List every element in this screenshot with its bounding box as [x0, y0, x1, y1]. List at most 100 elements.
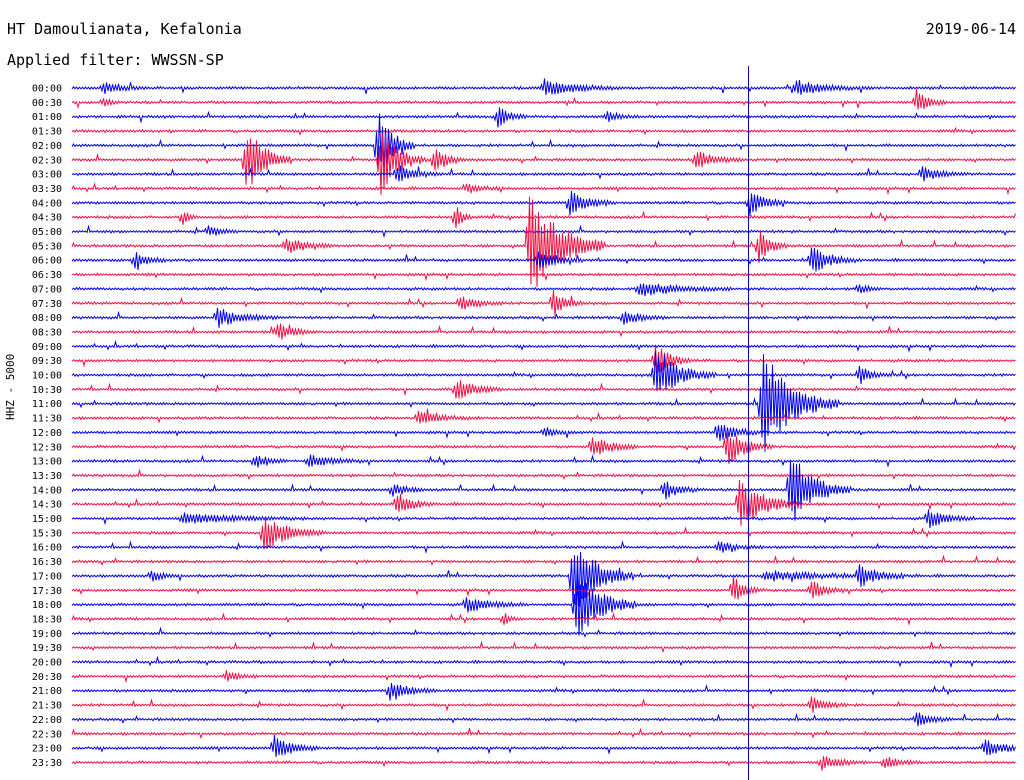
trace-row-1230: [71, 431, 1016, 464]
row-label-0300: 03:00: [32, 170, 62, 181]
row-label-1530: 15:30: [32, 528, 62, 539]
row-label-1730: 17:30: [32, 586, 62, 597]
row-label-2230: 22:30: [32, 729, 62, 740]
row-label-0430: 04:30: [32, 213, 62, 224]
trace-row-0530: [71, 196, 1016, 287]
trace-row-1500: [71, 509, 1016, 529]
row-label-1000: 10:00: [32, 371, 62, 382]
trace-row-2030: [71, 670, 1016, 684]
trace-row-0130: [71, 126, 1016, 136]
row-label-0730: 07:30: [32, 299, 62, 310]
trace-row-0630: [71, 272, 1016, 282]
row-label-2330: 23:30: [32, 758, 62, 769]
trace-row-1730: [71, 576, 1016, 600]
row-label-1630: 16:30: [32, 557, 62, 568]
trace-row-0000: [71, 78, 1016, 96]
trace-row-1330: [71, 468, 1016, 481]
trace-row-0030: [71, 88, 1016, 110]
trace-row-1430: [71, 479, 1016, 526]
row-label-1500: 15:00: [32, 514, 62, 525]
trace-row-1630: [71, 554, 1016, 566]
row-label-0800: 08:00: [32, 313, 62, 324]
trace-row-0930: [71, 345, 1016, 374]
trace-row-0700: [71, 283, 1016, 297]
trace-row-1800: [71, 573, 1016, 636]
trace-row-0730: [71, 289, 1016, 316]
row-label-0330: 03:30: [32, 184, 62, 195]
row-label-0830: 08:30: [32, 327, 62, 338]
trace-row-0330: [71, 182, 1016, 196]
row-label-0130: 01:30: [32, 127, 62, 138]
row-label-1800: 18:00: [32, 600, 62, 611]
trace-row-1300: [71, 454, 1016, 468]
trace-row-0900: [71, 340, 1016, 353]
row-label-0530: 05:30: [32, 241, 62, 252]
trace-row-1930: [71, 640, 1016, 654]
row-label-1330: 13:30: [32, 471, 62, 482]
filter-label: Applied filter: WWSSN-SP: [7, 51, 224, 69]
row-label-1900: 19:00: [32, 629, 62, 640]
trace-row-0200: [71, 113, 1016, 168]
trace-row-1830: [71, 612, 1016, 626]
trace-row-1200: [71, 424, 1016, 441]
row-label-0030: 00:30: [32, 98, 62, 109]
trace-row-2130: [71, 696, 1016, 713]
row-label-0930: 09:30: [32, 356, 62, 367]
row-label-0400: 04:00: [32, 198, 62, 209]
row-label-0600: 06:00: [32, 256, 62, 267]
trace-row-0100: [71, 107, 1016, 128]
row-label-0200: 02:00: [32, 141, 62, 152]
row-label-0230: 02:30: [32, 155, 62, 166]
row-label-1600: 16:00: [32, 543, 62, 554]
row-label-1100: 11:00: [32, 399, 62, 410]
trace-row-1600: [71, 540, 1016, 554]
row-label-0100: 01:00: [32, 112, 62, 123]
trace-row-0400: [71, 190, 1016, 217]
trace-row-0800: [71, 307, 1016, 328]
trace-row-0430: [71, 207, 1016, 228]
row-label-2030: 20:30: [32, 672, 62, 683]
trace-row-1130: [71, 408, 1016, 424]
record-date: 2019-06-14: [925, 20, 1016, 38]
trace-row-1000: [71, 351, 1016, 391]
trace-row-1530: [71, 518, 1016, 550]
trace-row-1400: [71, 461, 1016, 521]
row-label-2200: 22:00: [32, 715, 62, 726]
trace-row-0830: [71, 323, 1016, 340]
trace-row-1900: [71, 626, 1016, 639]
trace-row-0230: [71, 133, 1016, 195]
row-label-1030: 10:30: [32, 385, 62, 396]
row-label-1200: 12:00: [32, 428, 62, 439]
row-label-0500: 05:00: [32, 227, 62, 238]
station-title: HT Damoulianata, Kefalonia: [7, 20, 242, 38]
row-label-2130: 21:30: [32, 701, 62, 712]
trace-row-0500: [71, 224, 1016, 239]
trace-row-2100: [71, 682, 1016, 701]
row-label-1300: 13:00: [32, 457, 62, 468]
trace-row-2330: [71, 756, 1016, 771]
trace-row-1100: [71, 354, 1016, 452]
row-label-1430: 14:30: [32, 500, 62, 511]
trace-row-1030: [71, 380, 1016, 399]
row-label-2000: 20:00: [32, 658, 62, 669]
trace-row-0300: [71, 165, 1016, 182]
row-label-1830: 18:30: [32, 614, 62, 625]
row-label-1230: 12:30: [32, 442, 62, 453]
row-label-0630: 06:30: [32, 270, 62, 281]
row-label-0000: 00:00: [32, 84, 62, 95]
row-tick-labels: 00:00 00:30 01:00 01:30 02:00 02:30 03:00 03:30…: [32, 84, 62, 769]
trace-row-2000: [71, 655, 1016, 669]
row-label-1700: 17:00: [32, 571, 62, 582]
row-label-2100: 21:00: [32, 686, 62, 697]
trace-row-0600: [71, 247, 1016, 272]
row-label-1400: 14:00: [32, 485, 62, 496]
row-label-0700: 07:00: [32, 284, 62, 295]
seismic-traces: [71, 78, 1016, 771]
row-label-2300: 23:00: [32, 744, 62, 755]
row-label-1930: 19:30: [32, 643, 62, 654]
trace-row-2200: [71, 712, 1016, 727]
row-label-0900: 09:00: [32, 342, 62, 353]
trace-row-2230: [71, 727, 1016, 740]
row-label-1130: 11:30: [32, 414, 62, 425]
